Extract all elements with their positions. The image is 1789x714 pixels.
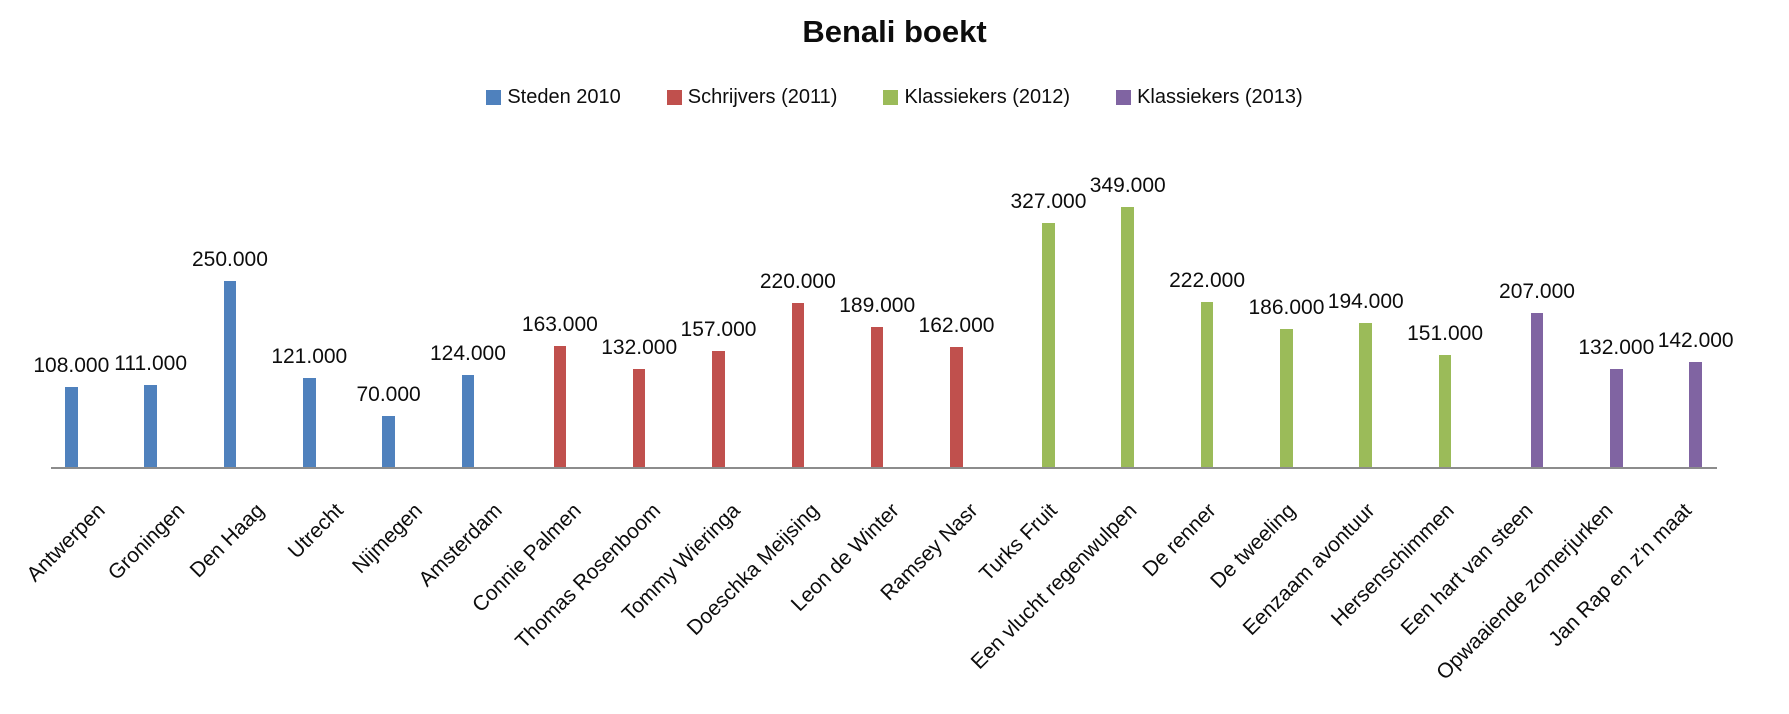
category-slot-den-haag: 250.000 Den Haag: [185, 150, 289, 582]
value-label-antwerpen: 108.000: [33, 354, 110, 377]
legend-swatch-icon: [1116, 90, 1132, 105]
value-label-de-renner: 222.000: [1169, 269, 1246, 292]
bar-opwaaiende-zomerjurken: [1610, 369, 1623, 468]
value-label-jan-rap-en-z-n-maat: 142.000: [1657, 329, 1734, 352]
value-label-eenzaam-avontuur: 194.000: [1327, 290, 1404, 313]
value-label-amsterdam: 124.000: [429, 342, 506, 365]
value-label-den-haag: 250.000: [191, 248, 268, 271]
category-slot-doeschka-meijsing: 220.000 Doeschka Meijsing: [683, 150, 844, 640]
value-label-groningen: 111.000: [114, 352, 188, 375]
category-slot-een-hart-van-steen: 207.000 Een hart van steen: [1397, 150, 1575, 640]
value-label-turks-fruit: 327.000: [1010, 190, 1087, 213]
value-label-tommy-wieringa: 157.000: [680, 318, 757, 341]
category-slot-amsterdam: 124.000 Amsterdam: [414, 150, 527, 591]
value-label-thomas-rosenboom: 132.000: [601, 336, 678, 359]
value-label-doeschka-meijsing: 220.000: [759, 270, 836, 293]
legend-item-klassiekers-2013: Klassiekers (2013): [1116, 86, 1303, 109]
bar-leon-de-winter: [870, 327, 884, 468]
x-axis-line: [51, 467, 1717, 469]
category-slot-utrecht: 121.000 Utrecht: [271, 150, 368, 563]
legend-item-steden-2010: Steden 2010: [486, 86, 621, 109]
legend: Steden 2010 Schrijvers (2011) Klassiekers …: [0, 86, 1789, 109]
bar-utrecht: [302, 378, 316, 468]
bar-eenzaam-avontuur: [1359, 323, 1373, 468]
category-slot-jan-rap-en-z-n-maat: 142.000 Jan Rap en z'n maat: [1545, 150, 1734, 651]
category-label-de-renner: De renner: [1138, 499, 1221, 582]
category-slot-connie-palmen: 163.000 Connie Palmen: [468, 150, 606, 617]
value-label-opwaaiende-zomerjurken: 132.000: [1578, 336, 1655, 359]
bar-ramsey-nasr: [950, 347, 963, 468]
bar-groningen: [144, 385, 157, 468]
category-slot-thomas-rosenboom: 132.000 Thomas Rosenboom: [511, 150, 685, 653]
chart-title: Benali boekt: [802, 14, 987, 49]
bar-nijmegen: [382, 416, 395, 468]
category-slot-antwerpen: 108.000 Antwerpen: [23, 150, 130, 586]
value-label-een-hart-van-steen: 207.000: [1499, 280, 1575, 303]
category-label-antwerpen: Antwerpen: [22, 499, 110, 587]
category-slot-de-tweeling: 186.000 De tweeling: [1206, 150, 1324, 593]
category-slot-tommy-wieringa: 157.000 Tommy Wieringa: [618, 150, 765, 626]
bar-de-tweeling: [1280, 329, 1293, 468]
value-label-ramsey-nasr: 162.000: [918, 314, 995, 337]
category-label-een-hart-van-steen: Een hart van steen: [1396, 499, 1538, 640]
bar-turks-fruit: [1042, 223, 1055, 468]
category-slot-turks-fruit: 327.000 Turks Fruit: [975, 150, 1086, 586]
legend-label: Klassiekers (2013): [1137, 86, 1303, 108]
category-label-doeschka-meijsing: Doeschka Meijsing: [682, 499, 824, 640]
category-slot-eenzaam-avontuur: 194.000 Eenzaam avontuur: [1238, 150, 1403, 640]
plot-area: 108.000 Antwerpen 111.000 Groningen 250.000 D…: [23, 150, 1734, 684]
bar-connie-palmen: [553, 346, 567, 468]
category-label-jan-rap-en-z-n-maat: Jan Rap en z'n maat: [1544, 499, 1697, 651]
bar-een-vlucht-regenwulpen: [1121, 207, 1135, 468]
category-slot-groningen: 111.000 Groningen: [104, 150, 209, 585]
category-label-utrecht: Utrecht: [283, 499, 348, 564]
category-slot-hersenschimmen: 151.000 Hersenschimmen: [1327, 150, 1483, 631]
category-slot-ramsey-nasr: 162.000 Ramsey Nasr: [876, 150, 1003, 605]
value-label-een-vlucht-regenwulpen: 349.000: [1089, 174, 1166, 197]
category-slot-nijmegen: 70.000 Nijmegen: [348, 150, 447, 578]
value-label-connie-palmen: 163.000: [521, 313, 598, 336]
category-slot-de-renner: 222.000 De renner: [1138, 150, 1245, 581]
bar-hersenschimmen: [1438, 355, 1452, 468]
category-label-thomas-rosenboom: Thomas Rosenboom: [511, 499, 666, 654]
legend-swatch-icon: [883, 90, 899, 105]
value-label-leon-de-winter: 189.000: [839, 294, 916, 317]
legend-label: Steden 2010: [507, 86, 621, 108]
category-slot-opwaaiende-zomerjurken: 132.000 Opwaaiende zomerjurken: [1432, 150, 1655, 684]
legend-swatch-icon: [486, 90, 502, 105]
category-label-den-haag: Den Haag: [185, 499, 269, 583]
value-label-nijmegen: 70.000: [356, 383, 421, 406]
category-label-een-vlucht-regenwulpen: Een vlucht regenwulpen: [966, 499, 1142, 674]
legend-label: Klassiekers (2012): [904, 86, 1071, 108]
legend-item-schrijvers-2011: Schrijvers (2011): [666, 86, 838, 109]
value-label-utrecht: 121.000: [271, 345, 348, 368]
legend-item-klassiekers-2012: Klassiekers (2012): [883, 86, 1070, 109]
bar-doeschka-meijsing: [791, 303, 805, 468]
category-slot-leon-de-winter: 189.000 Leon de Winter: [786, 150, 923, 616]
bar-amsterdam: [461, 375, 475, 468]
bar-thomas-rosenboom: [632, 369, 646, 468]
category-label-nijmegen: Nijmegen: [348, 499, 428, 578]
category-label-eenzaam-avontuur: Eenzaam avontuur: [1238, 499, 1380, 640]
bar-de-renner: [1200, 302, 1214, 468]
category-label-groningen: Groningen: [103, 499, 190, 585]
category-slot-een-vlucht-regenwulpen: 349.000 Een vlucht regenwulpen: [966, 150, 1165, 674]
legend-swatch-icon: [666, 90, 682, 105]
legend-label: Schrijvers (2011): [687, 86, 838, 108]
bar-een-hart-van-steen: [1530, 313, 1544, 468]
bar-jan-rap-en-z-n-maat: [1689, 362, 1702, 468]
category-label-turks-fruit: Turks Fruit: [975, 499, 1062, 586]
value-label-de-tweeling: 186.000: [1248, 296, 1325, 319]
bar-tommy-wieringa: [712, 351, 725, 468]
bar-antwerpen: [65, 387, 78, 468]
bar-den-haag: [223, 281, 237, 468]
value-label-hersenschimmen: 151.000: [1407, 322, 1484, 345]
